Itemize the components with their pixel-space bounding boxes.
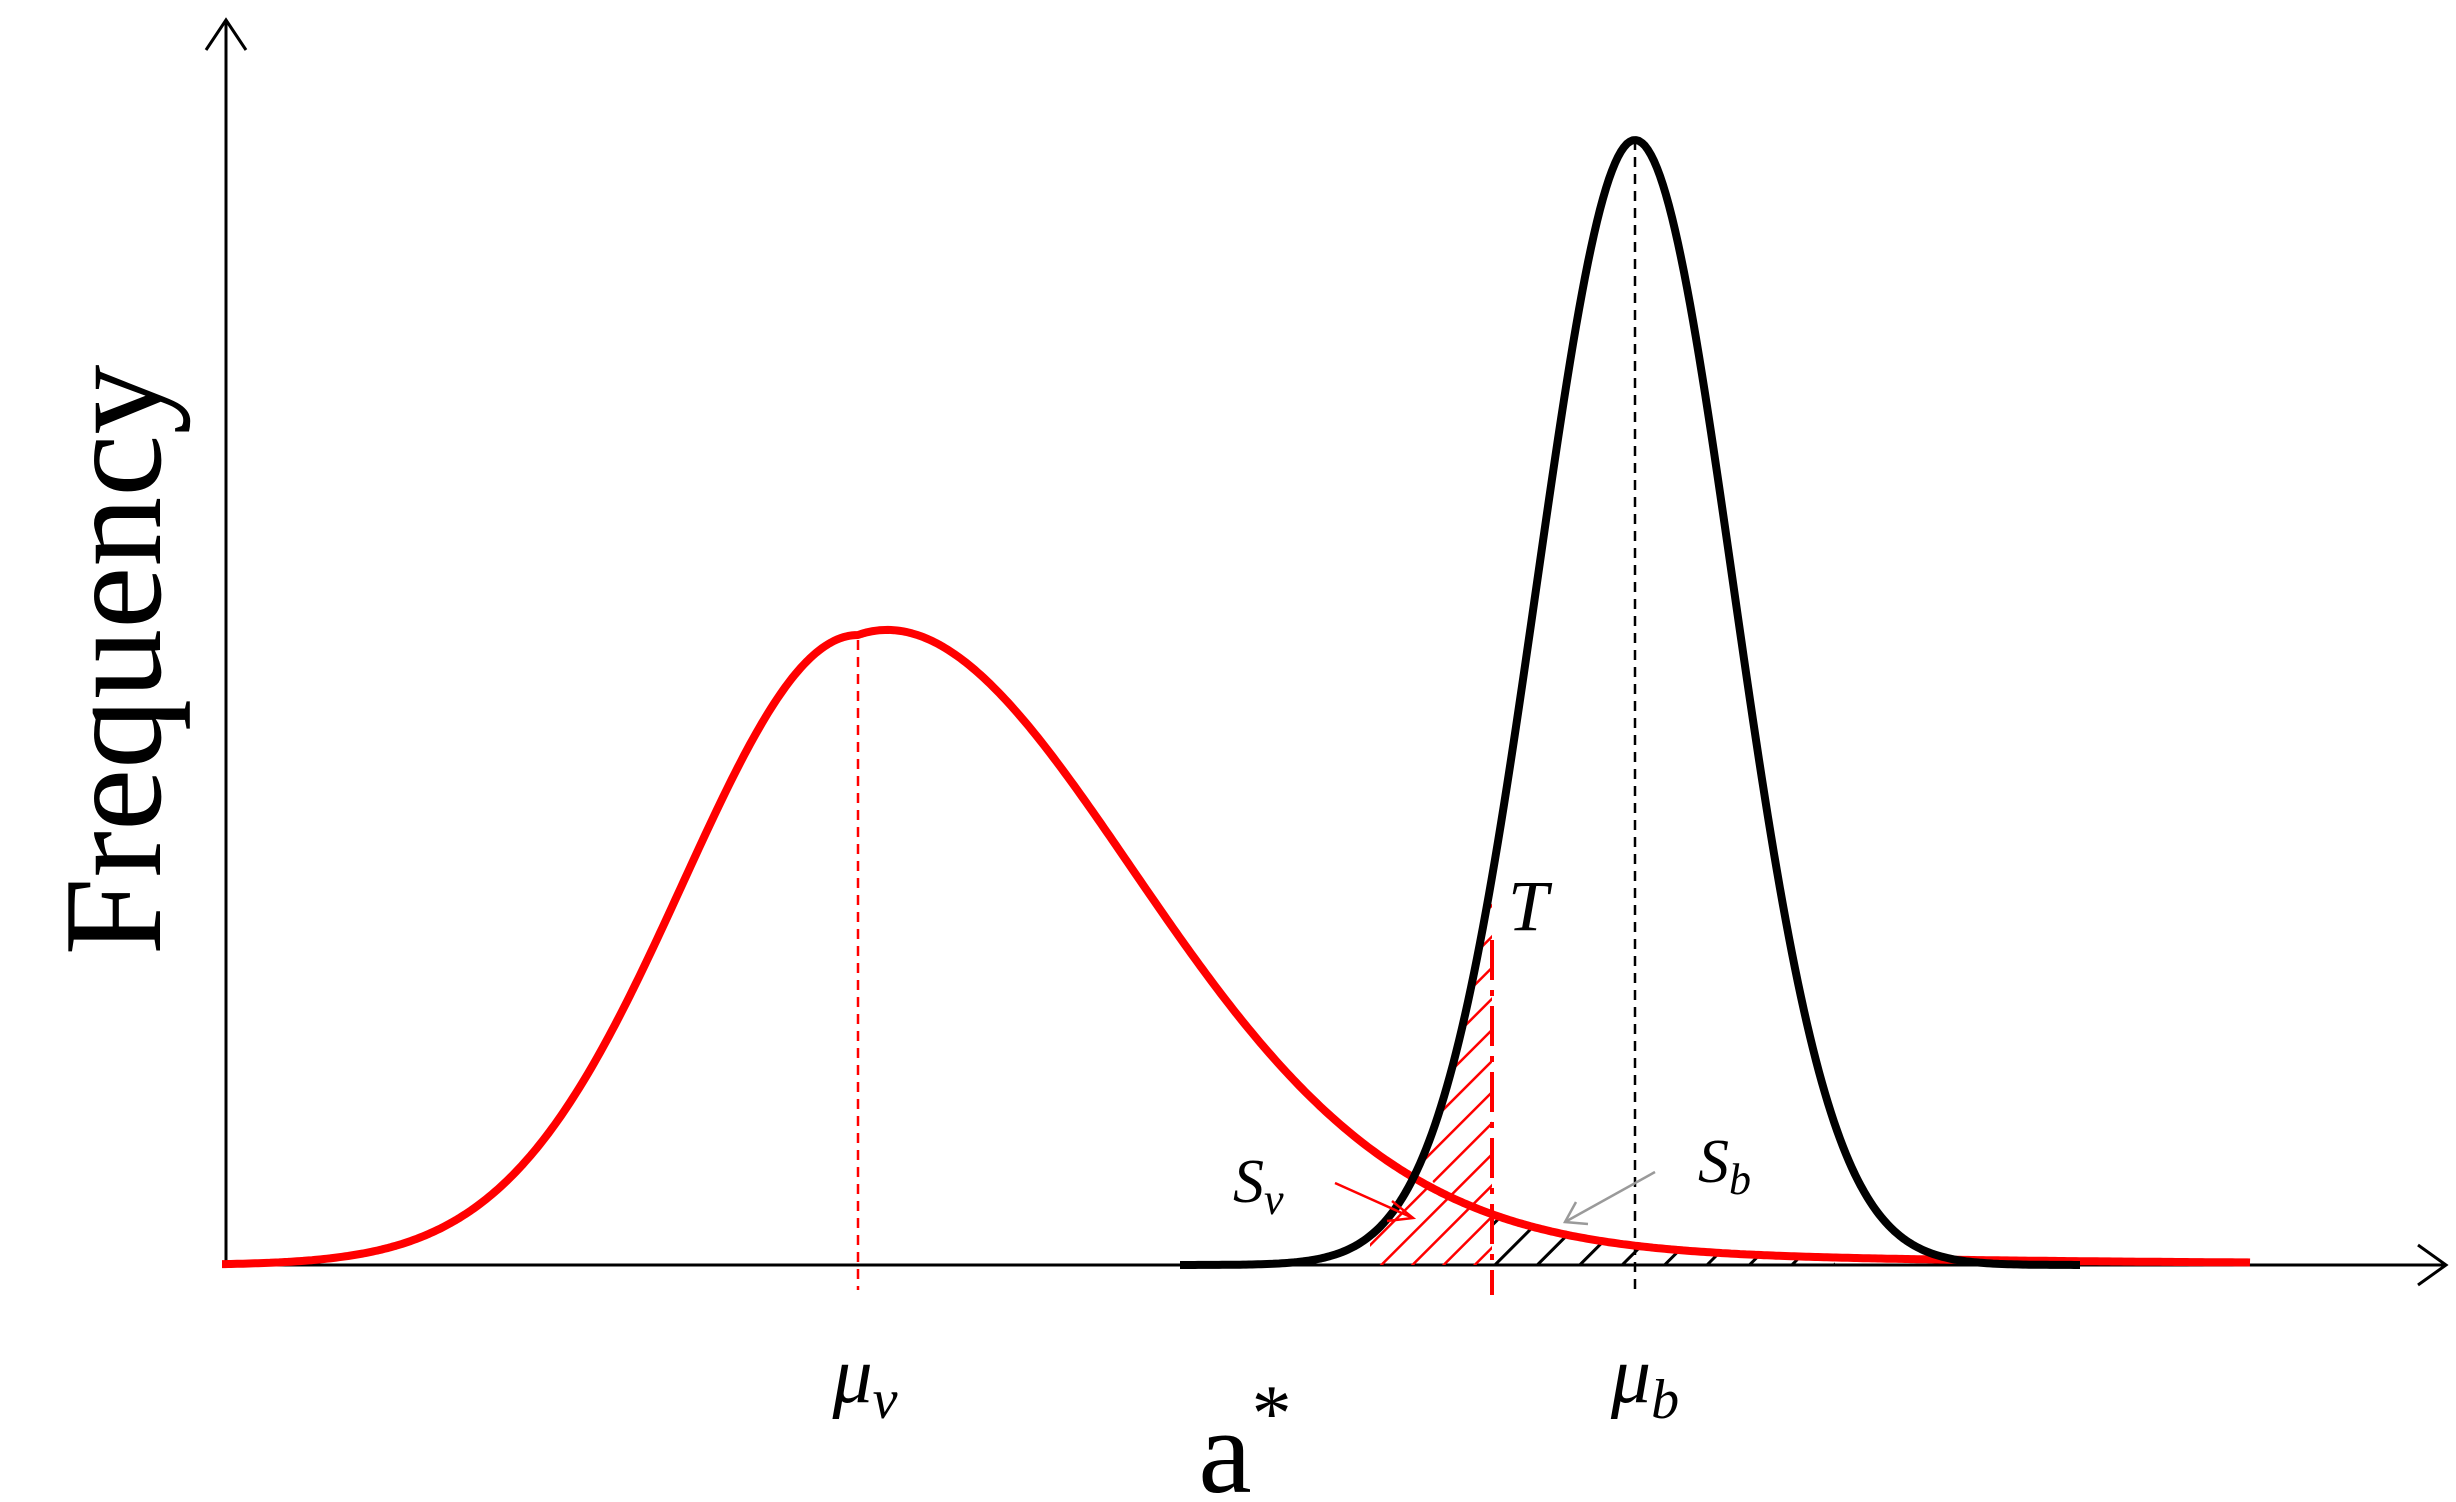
mu-b-label: μb bbox=[1610, 1332, 1679, 1431]
y-axis-title: Frequency bbox=[36, 365, 191, 956]
y-axis bbox=[204, 17, 248, 1265]
x-axis-title: a* bbox=[1198, 1370, 1291, 1502]
s-b-pointer-arrow bbox=[1562, 1170, 1656, 1226]
s-b-label: Sb bbox=[1698, 1128, 1751, 1204]
background-distribution-curve bbox=[1179, 136, 2081, 1269]
s-b-hatched-region bbox=[1492, 1214, 1835, 1265]
s-v-hatched-region bbox=[1370, 877, 1492, 1265]
s-v-pointer-arrow bbox=[1334, 1181, 1417, 1223]
vegetation-distribution-curve bbox=[221, 625, 2251, 1269]
mu-v-label: μv bbox=[831, 1332, 897, 1431]
threshold-label: T bbox=[1508, 866, 1553, 946]
s-v-label: Sv bbox=[1233, 1148, 1284, 1224]
